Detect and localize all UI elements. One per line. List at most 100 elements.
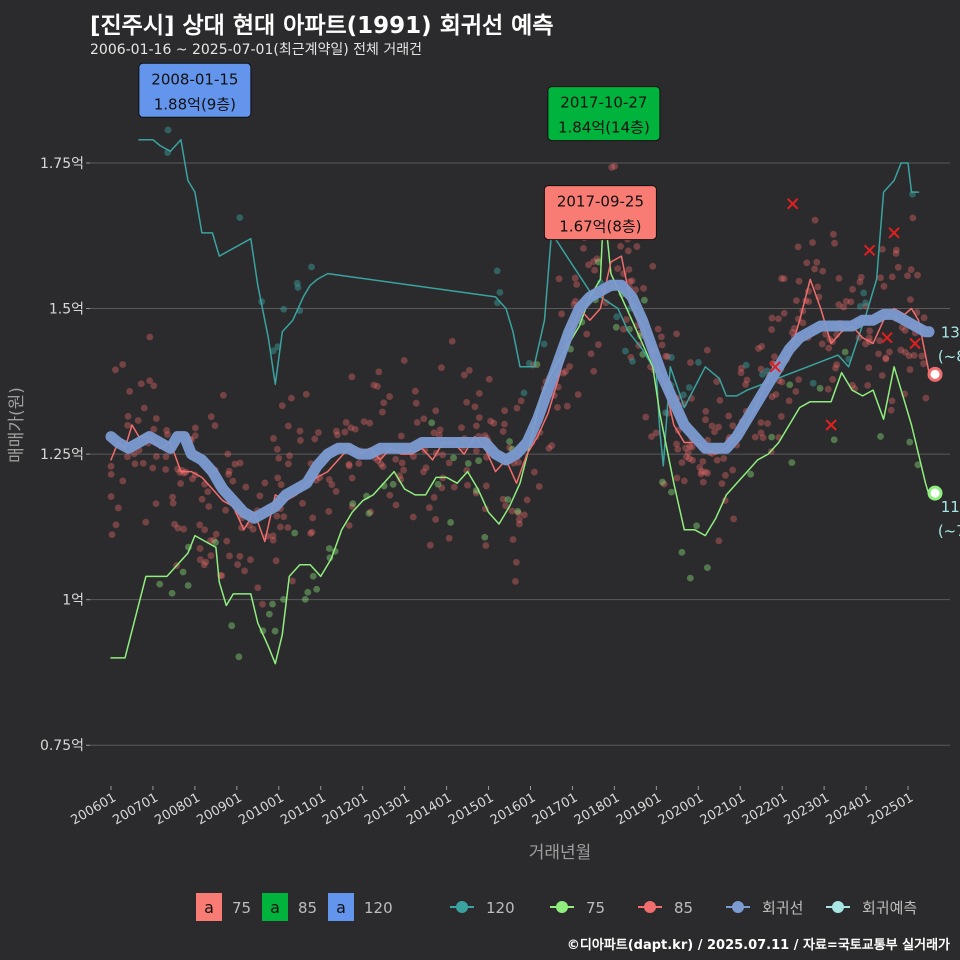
transaction-dot — [458, 424, 465, 432]
transaction-dot — [654, 325, 662, 333]
transaction-dot — [450, 454, 457, 462]
transaction-dot — [629, 357, 636, 365]
highlight-cross — [863, 244, 876, 257]
legend-fill-label: 85 — [298, 899, 317, 917]
transaction-dot — [775, 315, 782, 323]
transaction-dot — [174, 524, 182, 532]
legend-line-dot — [832, 901, 844, 913]
transaction-dot — [512, 558, 520, 566]
transaction-dot — [265, 610, 273, 618]
transaction-dot — [713, 456, 721, 464]
transaction-dot — [249, 525, 257, 533]
transaction-dot — [196, 545, 204, 552]
transaction-dot — [191, 432, 199, 440]
transaction-dot — [702, 407, 710, 415]
chart-subtitle: 2006-01-16 ~ 2025-07-01(최근계약일) 전체 거래건 — [90, 42, 422, 58]
transaction-dot — [877, 274, 884, 282]
transaction-dot — [426, 541, 434, 549]
transaction-dot — [918, 352, 926, 360]
transaction-dot — [811, 265, 819, 273]
transaction-dot — [922, 394, 930, 402]
transaction-dot — [482, 542, 490, 549]
transaction-dot — [729, 466, 737, 474]
transaction-dot — [674, 445, 682, 453]
transaction-dot — [299, 499, 306, 507]
transaction-dot — [475, 389, 483, 397]
transaction-dot — [658, 478, 666, 486]
transaction-dot — [140, 404, 148, 412]
transaction-dot — [590, 258, 597, 266]
transaction-dot — [309, 514, 317, 522]
transaction-dot — [435, 431, 443, 439]
x-tick-label: 200701 — [110, 790, 160, 828]
transaction-dot — [786, 381, 794, 389]
transaction-dot — [207, 552, 215, 560]
transaction-dot — [278, 402, 286, 410]
transaction-dot — [813, 258, 821, 266]
legend-line-dot — [456, 901, 468, 913]
transaction-dot — [788, 329, 796, 336]
transaction-dot — [275, 454, 283, 462]
transaction-dot — [271, 627, 279, 635]
transaction-dot — [349, 500, 357, 508]
transaction-dot — [472, 489, 480, 497]
transaction-dot — [696, 463, 704, 471]
transaction-dot — [824, 385, 832, 393]
transaction-dot — [332, 488, 340, 495]
legend-fill-item: a 120 — [328, 893, 393, 921]
transaction-dot — [591, 266, 599, 274]
y-tick-label: 1.25억 — [40, 447, 84, 463]
transaction-dot — [345, 462, 353, 470]
transaction-dot — [648, 433, 655, 440]
transaction-dot — [168, 589, 176, 597]
transaction-dot — [687, 359, 694, 366]
transaction-dot — [247, 556, 254, 564]
transaction-dot — [878, 245, 886, 253]
transaction-dot — [780, 309, 788, 317]
callout: 2008-01-15 1.88억(9층) — [138, 62, 252, 118]
transaction-dot — [866, 327, 874, 335]
transaction-dot — [608, 163, 616, 171]
transaction-dot — [862, 299, 869, 307]
transaction-dot — [223, 537, 231, 545]
transaction-dot — [523, 496, 531, 504]
transaction-dot — [877, 433, 884, 440]
transaction-dot — [288, 577, 296, 585]
transaction-dot — [411, 387, 419, 395]
transaction-dot — [274, 474, 282, 482]
transaction-dot — [768, 326, 776, 333]
transaction-dot — [225, 470, 232, 478]
transaction-dot — [558, 310, 566, 318]
transaction-dot — [397, 432, 405, 440]
transaction-dot — [134, 417, 142, 424]
transaction-dot — [150, 382, 158, 390]
legend-fill-item: a 75 — [196, 893, 251, 921]
y-axis-title: 매매가(원) — [7, 387, 27, 463]
transaction-dot — [302, 390, 310, 398]
transaction-dot — [614, 265, 622, 273]
transaction-dot — [847, 298, 855, 306]
legend-fill-swatch — [196, 893, 222, 921]
transaction-dot — [695, 358, 702, 366]
transaction-dot — [625, 266, 633, 273]
transaction-dot — [509, 536, 517, 543]
transaction-dot — [682, 444, 690, 452]
transaction-dot — [328, 481, 336, 488]
legend-line-label: 120 — [486, 899, 515, 917]
highlight-cross — [909, 337, 921, 350]
transaction-dot — [809, 239, 816, 246]
transaction-dot — [554, 403, 561, 411]
x-tick-label: 202101 — [698, 790, 748, 828]
transaction-dot — [595, 258, 602, 266]
transaction-dot — [803, 259, 811, 267]
transaction-dot — [366, 419, 374, 427]
transaction-dot — [273, 512, 281, 520]
transaction-dot — [811, 216, 819, 224]
series-layer — [105, 138, 935, 665]
transaction-dot — [413, 419, 421, 426]
transaction-dot — [304, 588, 312, 596]
transaction-dot — [163, 427, 171, 434]
transaction-dot — [792, 388, 800, 395]
highlight-cross — [825, 419, 837, 431]
